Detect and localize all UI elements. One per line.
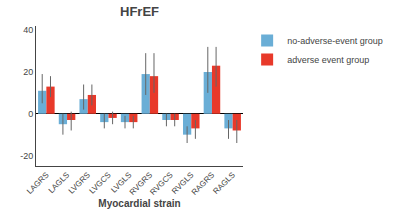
svg-text:LAGRS: LAGRS xyxy=(25,170,51,196)
svg-text:adverse event group: adverse event group xyxy=(287,55,369,65)
svg-text:RAGLS: RAGLS xyxy=(211,170,237,196)
svg-text:RVGRS: RVGRS xyxy=(128,170,154,196)
svg-text:0: 0 xyxy=(28,109,33,119)
svg-text:no-adverse-event group: no-adverse-event group xyxy=(287,36,383,46)
svg-text:-20: -20 xyxy=(20,151,33,161)
svg-text:Myocardial strain: Myocardial strain xyxy=(98,198,180,209)
svg-text:LVGCS: LVGCS xyxy=(88,170,113,195)
svg-text:40: 40 xyxy=(23,25,33,35)
svg-text:RAGRS: RAGRS xyxy=(190,170,216,196)
svg-text:HFrEF: HFrEF xyxy=(120,4,159,19)
svg-text:20: 20 xyxy=(23,67,33,77)
svg-text:LVGLS: LVGLS xyxy=(109,170,133,194)
svg-text:LAGLS: LAGLS xyxy=(47,170,72,195)
svg-text:RVGLS: RVGLS xyxy=(170,170,195,195)
svg-text:RVGCS: RVGCS xyxy=(148,170,174,196)
svg-text:LVGRS: LVGRS xyxy=(67,170,92,195)
